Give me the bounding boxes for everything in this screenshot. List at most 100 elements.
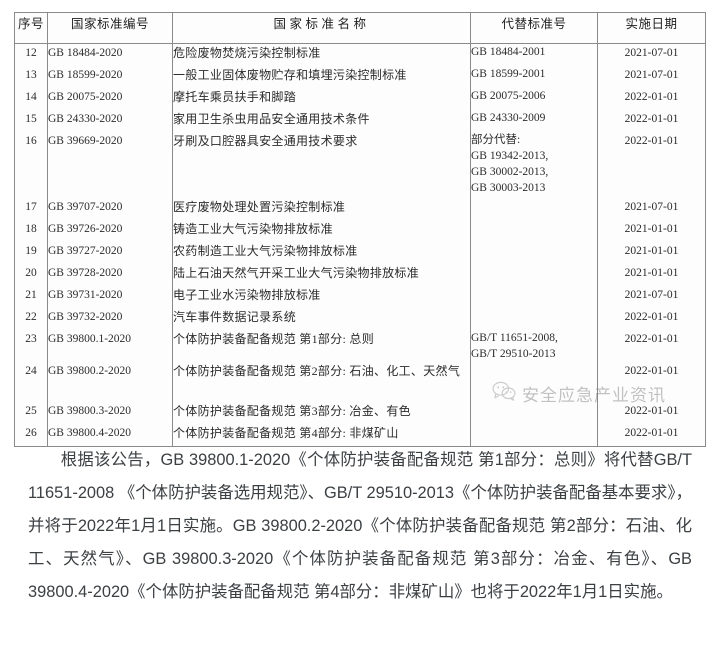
cell-no: 21	[14, 286, 48, 308]
cell-standard-name: 个体防护装备配备规范 第2部分: 石油、化工、天然气	[172, 362, 471, 402]
cell-replaced-standards: 部分代替: GB 19342-2013, GB 30002-2013, GB 3000…	[470, 132, 598, 198]
cell-standard-code: GB 18484-2020	[47, 43, 173, 66]
cell-effective-date: 2022-01-01	[597, 308, 706, 330]
table-body: 12 GB 18484-2020 危险废物焚烧污染控制标准 GB 18484-2001…	[14, 43, 706, 447]
table-row: 23 GB 39800.1-2020 个体防护装备配备规范 第1部分: 总则 GB/T…	[14, 330, 706, 362]
cell-standard-name: 个体防护装备配备规范 第3部分: 冶金、有色	[172, 402, 471, 424]
cell-standard-code: GB 39800.1-2020	[47, 330, 173, 362]
cell-effective-date: 2022-01-01	[597, 132, 706, 198]
cell-no: 14	[14, 88, 48, 110]
column-header-date: 实施日期	[597, 12, 706, 44]
cell-effective-date: 2022-01-01	[597, 424, 706, 447]
cell-standard-code: GB 39726-2020	[47, 220, 173, 242]
table-row: 24 GB 39800.2-2020 个体防护装备配备规范 第2部分: 石油、化工、…	[14, 362, 706, 402]
cell-standard-name: 摩托车乘员扶手和脚踏	[172, 88, 471, 110]
table-row: 18 GB 39726-2020 铸造工业大气污染物排放标准 2021-01-01	[14, 220, 706, 242]
cell-effective-date: 2022-01-01	[597, 88, 706, 110]
replaced-standard-line: GB/T 29510-2013	[471, 348, 556, 360]
cell-no: 25	[14, 402, 48, 424]
cell-standard-name: 陆上石油天然气开采工业大气污染物排放标准	[172, 264, 471, 286]
replaced-standard-line: GB 19342-2013,	[471, 150, 549, 162]
table-row: 26 GB 39800.4-2020 个体防护装备配备规范 第4部分: 非煤矿山 20…	[14, 424, 706, 447]
replaced-standard-line: GB 20075-2006	[471, 90, 546, 102]
cell-no: 16	[14, 132, 48, 198]
column-header-no: 序号	[14, 12, 48, 44]
column-header-name: 国家标准名称	[172, 12, 471, 44]
replaced-standard-line: GB 30002-2013,	[471, 166, 549, 178]
cell-standard-code: GB 39727-2020	[47, 242, 173, 264]
cell-effective-date: 2021-07-01	[597, 198, 706, 220]
cell-effective-date: 2021-07-01	[597, 286, 706, 308]
cell-effective-date: 2021-01-01	[597, 220, 706, 242]
table-row: 25 GB 39800.3-2020 个体防护装备配备规范 第3部分: 冶金、有色 2…	[14, 402, 706, 424]
cell-no: 13	[14, 66, 48, 88]
cell-no: 15	[14, 110, 48, 132]
table-header-row: 序号 国家标准编号 国家标准名称 代替标准号 实施日期	[14, 12, 706, 44]
cell-standard-code: GB 24330-2020	[47, 110, 173, 132]
cell-no: 23	[14, 330, 48, 362]
replaced-standard-line: 部分代替:	[471, 134, 521, 146]
body-paragraph: 根据该公告，GB 39800.1-2020《个体防护装备配备规范 第1部分：总则…	[28, 451, 692, 601]
replaced-standard-line: GB 18599-2001	[471, 68, 546, 80]
cell-standard-name: 家用卫生杀虫用品安全通用技术条件	[172, 110, 471, 132]
cell-replaced-standards	[470, 264, 598, 286]
table-row: 15 GB 24330-2020 家用卫生杀虫用品安全通用技术条件 GB 24330-…	[14, 110, 706, 132]
cell-replaced-standards: GB/T 11651-2008, GB/T 29510-2013	[470, 330, 598, 362]
cell-standard-name: 一般工业固体废物贮存和填埋污染控制标准	[172, 66, 471, 88]
cell-standard-name: 汽车事件数据记录系统	[172, 308, 471, 330]
cell-replaced-standards	[470, 362, 598, 402]
replaced-standard-line: GB 30003-2013	[471, 182, 546, 194]
cell-effective-date: 2021-01-01	[597, 242, 706, 264]
replaced-standard-line: GB 18484-2001	[471, 46, 546, 58]
cell-standard-name: 铸造工业大气污染物排放标准	[172, 220, 471, 242]
cell-no: 12	[14, 43, 48, 66]
replaced-standard-line: GB 24330-2009	[471, 112, 546, 124]
cell-replaced-standards	[470, 220, 598, 242]
cell-no: 26	[14, 424, 48, 447]
cell-standard-name: 危险废物焚烧污染控制标准	[172, 43, 471, 66]
cell-standard-code: GB 39800.2-2020	[47, 362, 173, 402]
cell-effective-date: 2022-01-01	[597, 362, 706, 402]
cell-standard-code: GB 18599-2020	[47, 66, 173, 88]
cell-standard-name: 电子工业水污染物排放标准	[172, 286, 471, 308]
cell-standard-name: 农药制造工业大气污染物排放标准	[172, 242, 471, 264]
cell-standard-code: GB 39707-2020	[47, 198, 173, 220]
cell-effective-date: 2022-01-01	[597, 330, 706, 362]
table-row: 16 GB 39669-2020 牙刷及口腔器具安全通用技术要求 部分代替: GB 19…	[14, 132, 706, 198]
standards-table: 序号 国家标准编号 国家标准名称 代替标准号 实施日期 12 GB 18484-2…	[14, 12, 706, 447]
table-row: 19 GB 39727-2020 农药制造工业大气污染物排放标准 2021-01-01	[14, 242, 706, 264]
cell-standard-code: GB 20075-2020	[47, 88, 173, 110]
cell-replaced-standards: GB 20075-2006	[470, 88, 598, 110]
cell-standard-name: 牙刷及口腔器具安全通用技术要求	[172, 132, 471, 198]
cell-no: 18	[14, 220, 48, 242]
cell-replaced-standards: GB 18599-2001	[470, 66, 598, 88]
table-row: 12 GB 18484-2020 危险废物焚烧污染控制标准 GB 18484-2001…	[14, 43, 706, 66]
replaced-standard-line: GB/T 11651-2008,	[471, 332, 558, 344]
cell-replaced-standards	[470, 402, 598, 424]
cell-replaced-standards	[470, 424, 598, 447]
column-header-code: 国家标准编号	[47, 12, 173, 44]
cell-standard-code: GB 39800.3-2020	[47, 402, 173, 424]
cell-effective-date: 2021-07-01	[597, 43, 706, 66]
cell-effective-date: 2021-07-01	[597, 66, 706, 88]
table-row: 21 GB 39731-2020 电子工业水污染物排放标准 2021-07-01	[14, 286, 706, 308]
cell-no: 22	[14, 308, 48, 330]
cell-standard-name: 医疗废物处理处置污染控制标准	[172, 198, 471, 220]
table-row: 22 GB 39732-2020 汽车事件数据记录系统 2022-01-01	[14, 308, 706, 330]
cell-replaced-standards	[470, 242, 598, 264]
table-header: 序号 国家标准编号 国家标准名称 代替标准号 实施日期	[14, 12, 706, 44]
cell-replaced-standards: GB 24330-2009	[470, 110, 598, 132]
cell-effective-date: 2022-01-01	[597, 402, 706, 424]
cell-replaced-standards	[470, 286, 598, 308]
cell-replaced-standards: GB 18484-2001	[470, 43, 598, 66]
cell-no: 19	[14, 242, 48, 264]
cell-standard-code: GB 39800.4-2020	[47, 424, 173, 447]
cell-standard-name: 个体防护装备配备规范 第1部分: 总则	[172, 330, 471, 362]
table-row: 13 GB 18599-2020 一般工业固体废物贮存和填埋污染控制标准 GB 185…	[14, 66, 706, 88]
table-row: 14 GB 20075-2020 摩托车乘员扶手和脚踏 GB 20075-2006 20…	[14, 88, 706, 110]
standards-table-container: 序号 国家标准编号 国家标准名称 代替标准号 实施日期 12 GB 18484-2…	[14, 12, 706, 447]
cell-standard-code: GB 39669-2020	[47, 132, 173, 198]
cell-no: 17	[14, 198, 48, 220]
cell-effective-date: 2021-01-01	[597, 264, 706, 286]
cell-effective-date: 2022-01-01	[597, 110, 706, 132]
